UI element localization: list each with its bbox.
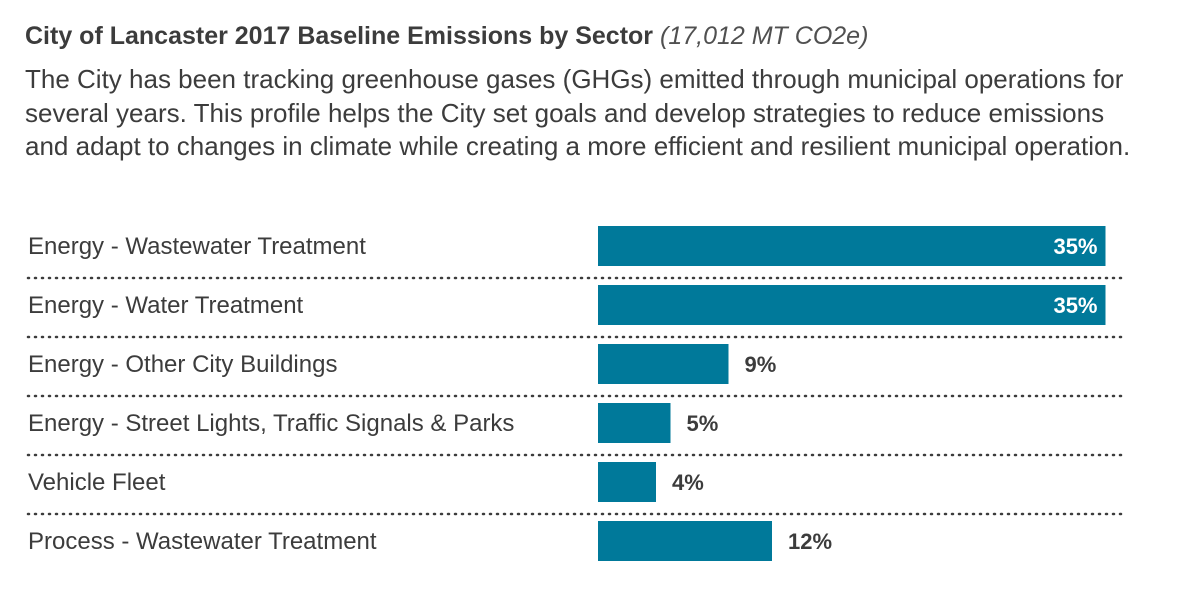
category-label: Energy - Street Lights, Traffic Signals … (28, 410, 514, 437)
category-label: Energy - Water Treatment (28, 292, 304, 319)
value-label: 5% (687, 411, 719, 436)
bar-4 (598, 403, 671, 443)
value-label: 9% (745, 352, 777, 377)
chart-title: City of Lancaster 2017 Baseline Emission… (25, 22, 868, 51)
bar-6 (598, 521, 772, 561)
category-label: Energy - Wastewater Treatment (28, 233, 366, 260)
value-label: 35% (1053, 293, 1097, 318)
category-label: Vehicle Fleet (28, 469, 166, 496)
category-label: Energy - Other City Buildings (28, 351, 337, 378)
bar-2 (598, 285, 1106, 325)
category-label: Process - Wastewater Treatment (28, 528, 377, 555)
value-label: 12% (788, 529, 832, 554)
bar-3 (598, 344, 729, 384)
chart-title-text: City of Lancaster 2017 Baseline Emission… (25, 22, 654, 50)
bar-1 (598, 226, 1106, 266)
chart-description: The City has been tracking greenhouse ga… (25, 64, 1131, 161)
value-label: 35% (1053, 234, 1097, 259)
chart-subtitle: (17,012 MT CO2e) (660, 22, 869, 50)
bar-5 (598, 462, 656, 502)
value-label: 4% (672, 470, 704, 495)
